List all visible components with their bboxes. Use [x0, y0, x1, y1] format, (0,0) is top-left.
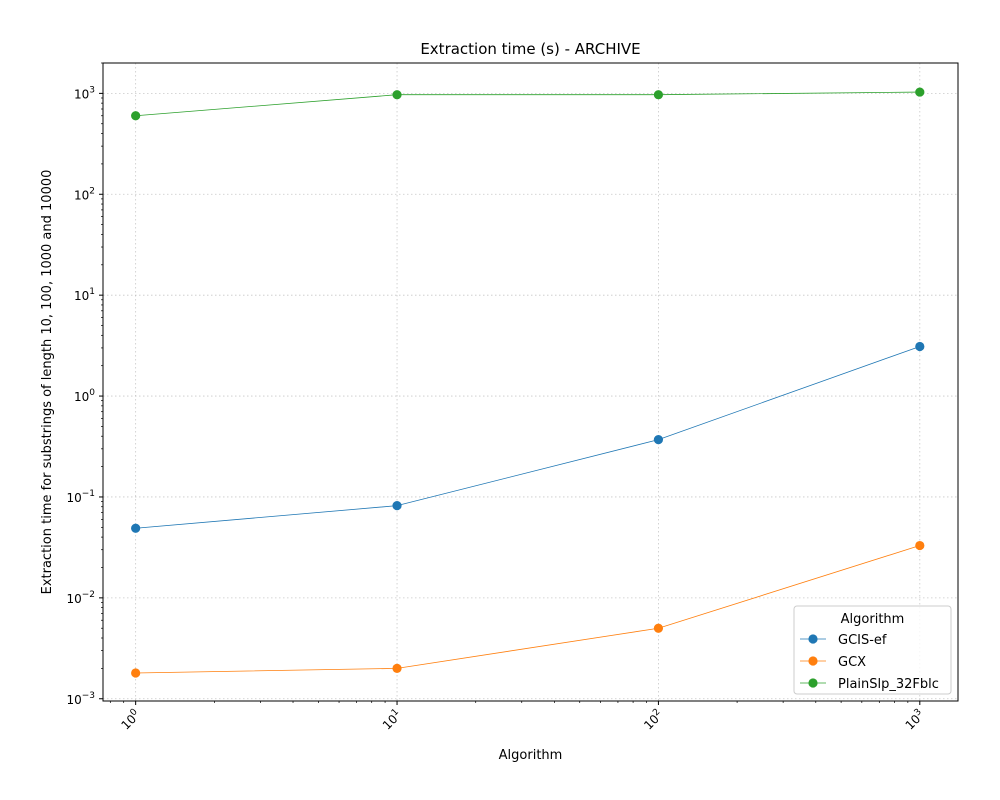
- legend-items: GCIS-ef GCX PlainSlp_32Fblc: [800, 633, 939, 692]
- data-point: [392, 501, 402, 511]
- series-line: [135, 91, 920, 117]
- data-point: [131, 523, 141, 533]
- data-point: [392, 663, 402, 673]
- x-tick-label: 100: [118, 707, 144, 733]
- y-tick-label: 10−1: [66, 489, 95, 505]
- minor-ticks: [101, 62, 909, 703]
- series-line: [135, 346, 920, 529]
- x-axis-ticks: 100 101 102 103: [118, 701, 927, 733]
- series-line: [135, 545, 920, 674]
- x-axis-label: Algorithm: [499, 748, 563, 763]
- series-0: [131, 341, 925, 533]
- data-point: [392, 90, 402, 100]
- data-point: [131, 668, 141, 678]
- y-tick-label: 10−3: [66, 691, 95, 707]
- legend-item: GCIS-ef: [800, 633, 887, 648]
- data-point: [915, 87, 925, 97]
- y-tick-label: 101: [74, 287, 95, 303]
- legend-label: PlainSlp_32Fblc: [838, 677, 939, 692]
- legend-marker: [808, 656, 818, 666]
- series-1: [131, 540, 925, 678]
- series-layer: [131, 87, 925, 678]
- y-tick-label: 103: [74, 85, 95, 101]
- y-axis-label: Extraction time for substrings of length…: [40, 170, 55, 595]
- series-2: [131, 87, 925, 121]
- grid: [103, 63, 958, 701]
- legend-title: Algorithm: [841, 612, 905, 627]
- y-tick-label: 100: [74, 388, 95, 404]
- y-tick-label: 10−2: [66, 590, 95, 606]
- legend-label: GCIS-ef: [838, 633, 887, 648]
- y-axis-ticks: 10−3 10−2 10−1 100 101 102 103: [66, 85, 103, 707]
- y-tick-label: 102: [74, 186, 95, 202]
- x-tick-label: 101: [379, 707, 404, 732]
- x-tick-label: 103: [902, 707, 927, 732]
- legend-marker: [808, 678, 818, 688]
- legend-box: [793, 605, 952, 695]
- data-point: [915, 540, 925, 551]
- legend: Algorithm GCIS-ef GCX PlainSlp_32Fblc: [793, 605, 952, 695]
- x-tick-label: 102: [641, 707, 666, 732]
- data-point: [653, 435, 664, 445]
- data-point: [653, 90, 664, 100]
- data-point: [653, 623, 664, 633]
- legend-item: PlainSlp_32Fblc: [800, 677, 939, 692]
- data-point: [915, 341, 925, 352]
- legend-marker: [808, 634, 818, 644]
- legend-label: GCX: [838, 655, 866, 670]
- data-point: [131, 111, 141, 121]
- legend-item: GCX: [800, 655, 866, 670]
- chart-title: Extraction time (s) - ARCHIVE: [420, 40, 640, 58]
- plot-frame: [102, 62, 959, 702]
